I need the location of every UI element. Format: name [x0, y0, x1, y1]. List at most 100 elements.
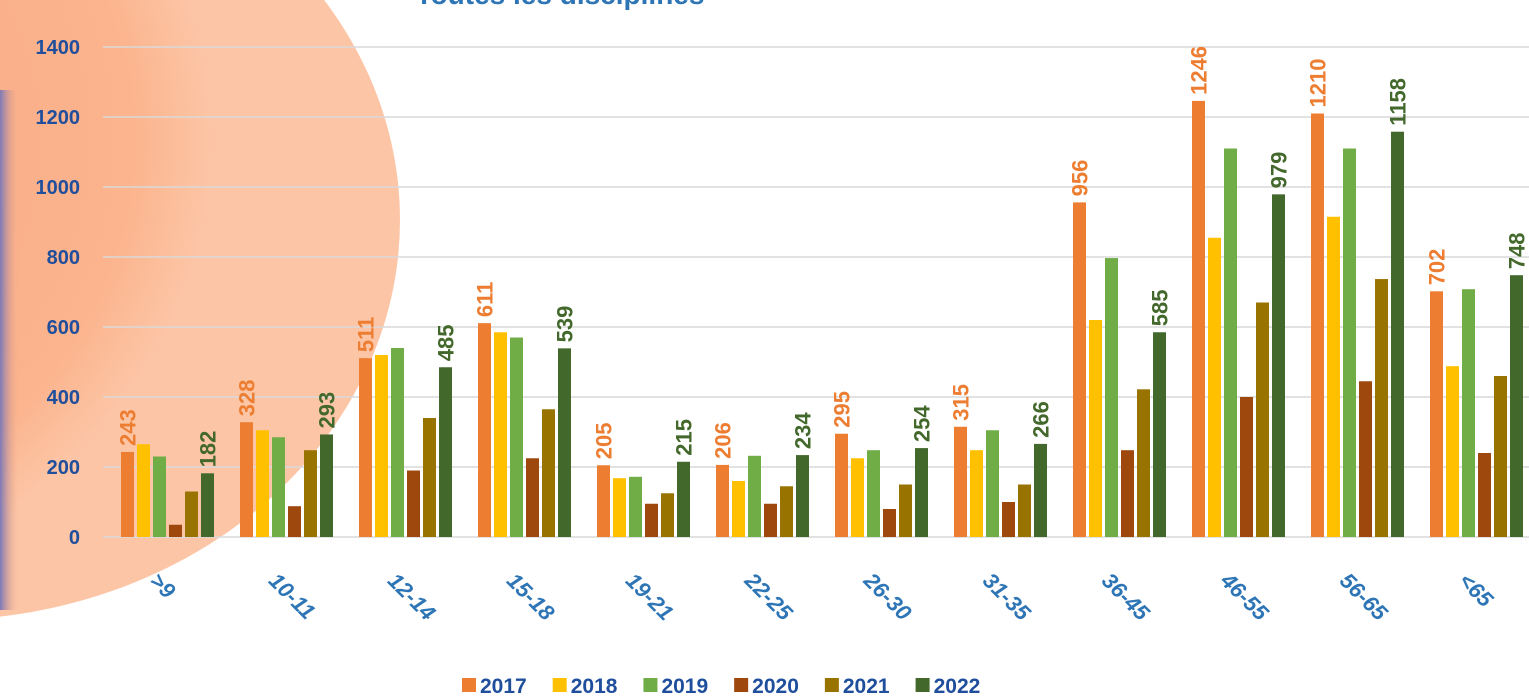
bar [1446, 366, 1459, 537]
bar [121, 451, 134, 537]
bar [359, 358, 372, 537]
bar [899, 484, 912, 537]
bar [1137, 389, 1150, 537]
y-tick-label: 800 [47, 247, 80, 269]
legend-label: 2020 [752, 675, 799, 697]
bar [288, 506, 301, 537]
bar [883, 509, 896, 537]
data-label: 1210 [1306, 59, 1331, 108]
bar [1192, 100, 1205, 538]
bar [423, 418, 436, 537]
bar [661, 493, 674, 537]
bar [1018, 484, 1031, 537]
bar [494, 332, 507, 537]
bar [1224, 148, 1237, 537]
bar [1494, 376, 1507, 537]
data-label: 611 [473, 282, 498, 318]
bar [240, 422, 253, 537]
bar [986, 430, 999, 537]
bar [1343, 148, 1356, 537]
y-tick-label: 400 [47, 387, 80, 409]
bar [304, 450, 317, 537]
bar [677, 461, 690, 537]
bar [629, 476, 642, 537]
y-tick-label: 0 [69, 527, 80, 549]
data-label: 979 [1267, 152, 1292, 189]
bar [1121, 450, 1134, 537]
bar [1430, 291, 1443, 537]
bar [256, 430, 269, 537]
data-label: 485 [434, 325, 459, 362]
data-label: 205 [592, 423, 617, 460]
data-label: 748 [1505, 232, 1529, 269]
bar [510, 337, 523, 537]
bar [1153, 332, 1166, 537]
bar [526, 458, 539, 537]
bar [391, 348, 404, 537]
data-label: 585 [1148, 290, 1173, 327]
bar [201, 473, 214, 537]
legend-swatch [643, 678, 658, 692]
bar [1510, 275, 1523, 537]
bar [1002, 502, 1015, 537]
data-label: 206 [711, 422, 736, 459]
bar [780, 486, 793, 537]
bar [970, 450, 983, 537]
bar [1375, 279, 1388, 537]
bar [954, 426, 967, 537]
bar [867, 450, 880, 537]
bar [169, 524, 182, 537]
data-label: 243 [116, 409, 141, 446]
bar [1359, 381, 1372, 537]
bar [645, 503, 658, 537]
legend-label: 2018 [571, 675, 618, 697]
data-label: 234 [791, 412, 816, 449]
y-tick-label: 1000 [36, 177, 81, 199]
bar [1478, 453, 1491, 537]
bar [375, 355, 388, 537]
legend-swatch [824, 678, 839, 692]
bar [439, 367, 452, 537]
legend-swatch [734, 678, 749, 692]
bar [764, 503, 777, 537]
bar [137, 444, 150, 537]
legend-swatch [915, 678, 930, 692]
data-label: 328 [235, 379, 260, 416]
data-label: 266 [1029, 401, 1054, 438]
bar [478, 323, 491, 537]
bar [1240, 397, 1253, 537]
bar [796, 455, 809, 537]
data-label: 1246 [1187, 46, 1212, 95]
bar [613, 478, 626, 537]
legend-label: 2017 [480, 675, 527, 697]
data-label: 293 [315, 392, 340, 429]
bar [1208, 237, 1221, 537]
bar [716, 464, 729, 537]
legend-swatch [462, 678, 476, 692]
bar [1089, 320, 1102, 537]
bar [748, 455, 761, 537]
data-label: 1158 [1386, 78, 1411, 126]
bar [1272, 194, 1285, 537]
y-tick-label: 1400 [36, 37, 81, 59]
bar [835, 433, 848, 537]
data-label: 702 [1425, 249, 1450, 286]
y-tick-label: 200 [47, 457, 80, 479]
bar [1391, 131, 1404, 537]
bar [407, 470, 420, 537]
legend-label: 2022 [934, 675, 981, 697]
bar [1462, 289, 1475, 537]
bar [185, 491, 198, 537]
data-label: 215 [672, 419, 697, 456]
data-label: 956 [1068, 160, 1093, 197]
legend-label: 2021 [843, 675, 890, 697]
bar [851, 458, 864, 537]
bar [153, 456, 166, 537]
data-label: 511 [354, 317, 379, 353]
data-label: 182 [196, 431, 221, 468]
bar [597, 465, 610, 537]
bar [558, 348, 571, 537]
bar [1073, 202, 1086, 537]
data-label: 315 [949, 384, 974, 421]
